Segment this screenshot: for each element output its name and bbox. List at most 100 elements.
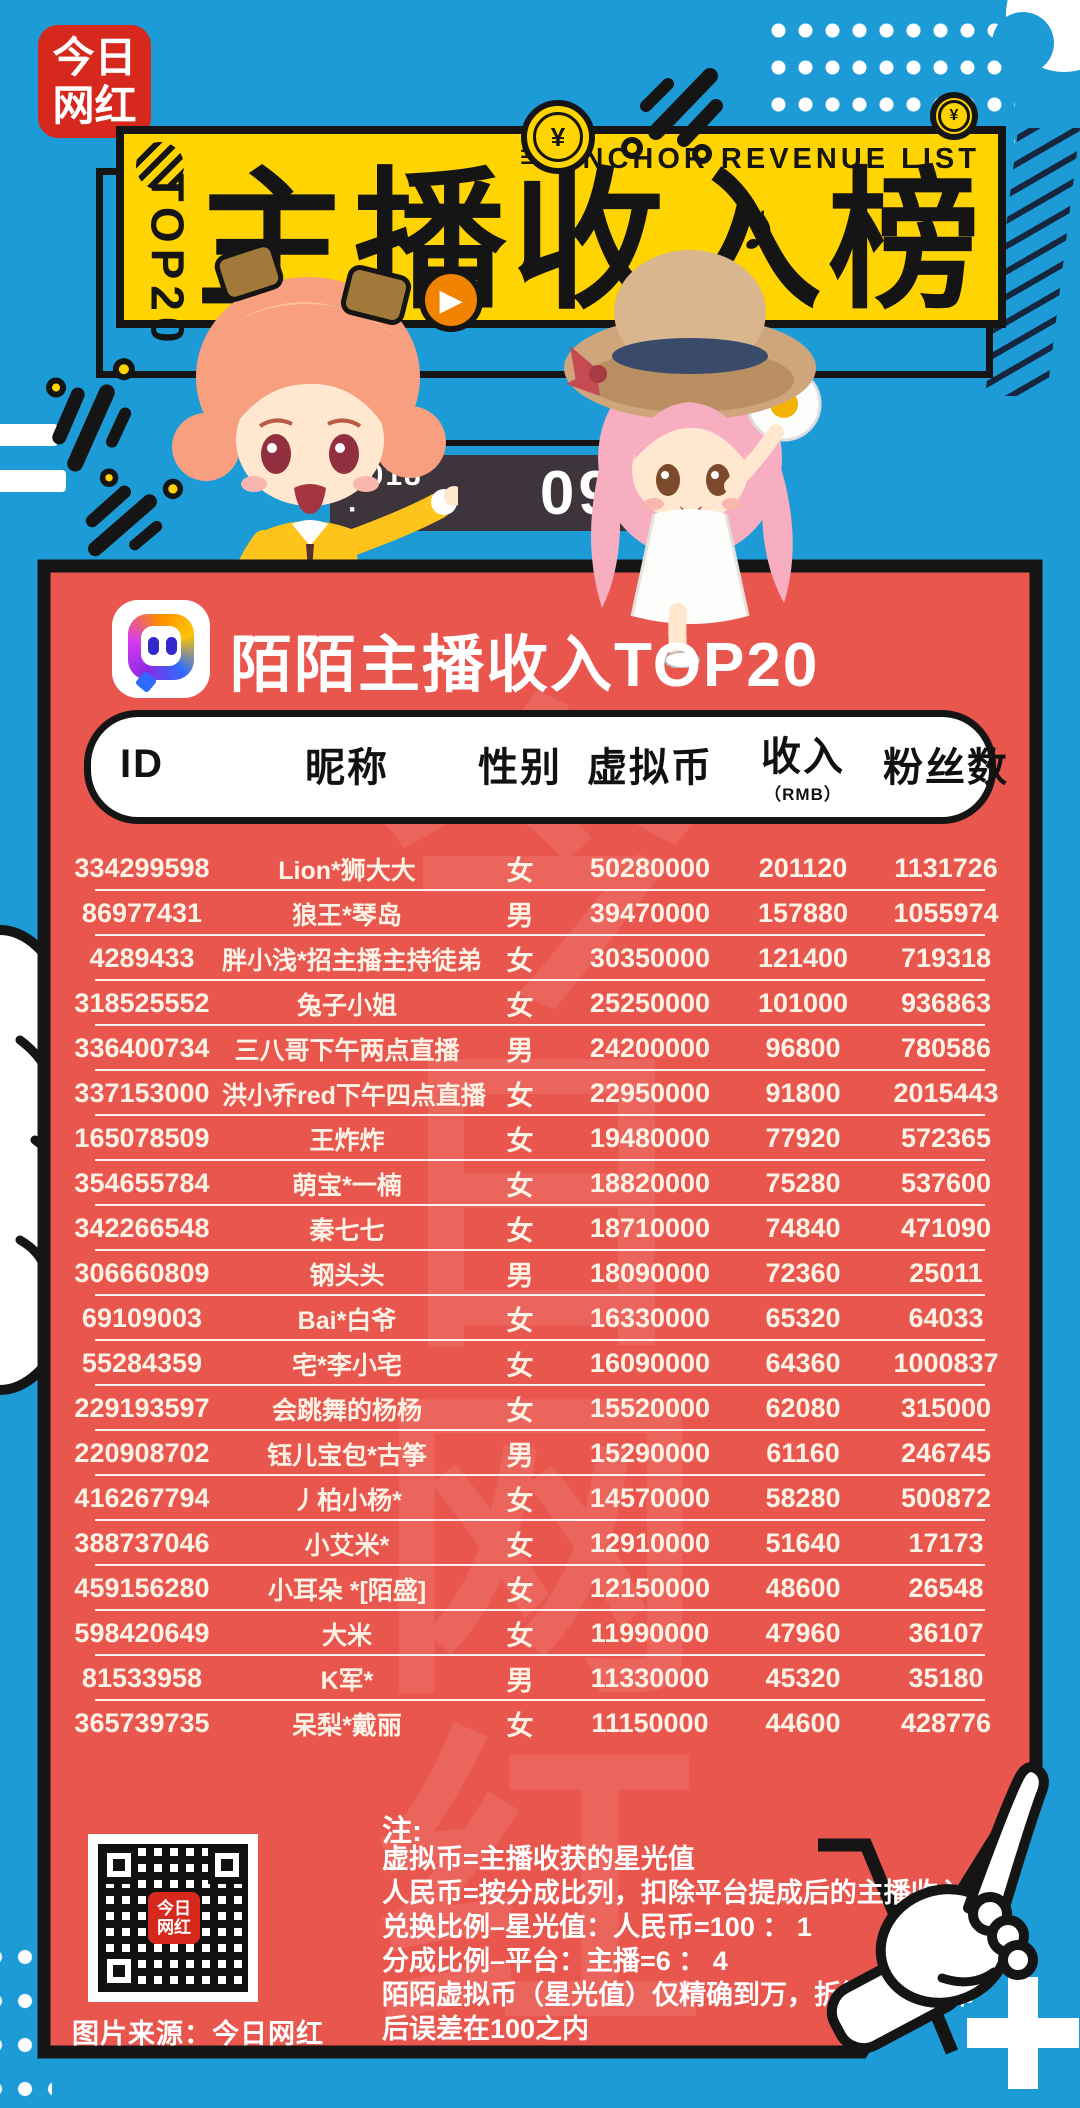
cell-income: 64360 [765, 1348, 841, 1378]
cell-income: 61160 [766, 1438, 840, 1468]
table-header-row: ID 昵称 性别 虚拟币 收入 （RMB） 粉丝数 [62, 722, 1018, 806]
cell-fans: 1000837 [893, 1348, 999, 1378]
cell-virtual-currency: 15290000 [589, 1438, 711, 1468]
cell-nickname: 宅*李小宅 [292, 1351, 402, 1380]
table-row: 165078509 王炸炸 女 19480000 77920 572365 [62, 1116, 1018, 1161]
cell-id: 318525552 [74, 988, 210, 1018]
brand-logo-line1: 今日 [52, 33, 137, 81]
cell-gender: 女 [506, 1531, 534, 1561]
pointing-hand-icon [826, 1762, 1049, 2054]
table-row: 354655784 萌宝*一楠 女 18820000 75280 537600 [62, 1161, 1018, 1206]
table-row: 55284359 宅*李小宅 女 16090000 64360 1000837 [62, 1341, 1018, 1386]
table-row: 337153000 洪小乔red下午四点直播 女 22950000 91800 … [62, 1071, 1018, 1116]
cell-virtual-currency: 16330000 [589, 1303, 711, 1333]
striped-circle-decor [136, 142, 184, 190]
cell-gender: 女 [506, 1576, 534, 1606]
table-row: 229193597 会跳舞的杨杨 女 15520000 62080 315000 [62, 1386, 1018, 1431]
cell-income: 72360 [765, 1258, 841, 1288]
cell-nickname: 钰儿宝包*古筝 [267, 1441, 427, 1470]
table-row: 86977431 狼王*琴岛 男 39470000 157880 1055974 [62, 891, 1018, 936]
cell-income: 91800 [765, 1078, 841, 1108]
crescent-decor-hole [992, 12, 1054, 74]
cell-fans: 936863 [900, 988, 992, 1018]
cell-gender: 女 [506, 1081, 534, 1111]
col-header-id: ID [120, 741, 164, 786]
cell-fans: 537600 [900, 1168, 992, 1198]
coin-icon: ¥ [521, 100, 595, 174]
table-row: 81533958 K军* 男 11330000 45320 35180 [62, 1656, 1018, 1701]
cell-gender: 女 [506, 1711, 534, 1741]
panel-title: 陌陌主播收入TOP20 [230, 631, 820, 700]
momo-app-icon [112, 600, 210, 698]
cell-nickname: 呆梨*戴丽 [292, 1711, 402, 1740]
note-line: 分成比例–平台：主播=6 ： 4 [382, 1946, 728, 1976]
cell-gender: 女 [506, 1351, 534, 1381]
cell-virtual-currency: 19480000 [589, 1123, 711, 1153]
cell-virtual-currency: 12150000 [589, 1573, 711, 1603]
cell-gender: 男 [506, 1441, 534, 1471]
cell-gender: 男 [506, 901, 534, 931]
cell-nickname: 萌宝*一楠 [292, 1171, 402, 1200]
cell-gender: 男 [506, 1036, 534, 1066]
cell-income: 157880 [757, 898, 849, 928]
cell-income: 75280 [765, 1168, 841, 1198]
cell-virtual-currency: 25250000 [589, 988, 711, 1018]
cell-id: 306660809 [74, 1258, 210, 1288]
cell-virtual-currency: 18090000 [589, 1258, 711, 1288]
cell-income: 101000 [757, 988, 849, 1018]
cell-virtual-currency: 11150000 [591, 1708, 709, 1738]
cell-id: 342266548 [74, 1213, 210, 1243]
cell-nickname: 胖小浅*招主播主持徒弟 [222, 946, 482, 975]
cell-income: 74840 [765, 1213, 841, 1243]
cell-nickname: 兔子小姐 [296, 991, 397, 1020]
cell-fans: 315000 [900, 1393, 992, 1423]
cell-fans: 36107 [908, 1618, 984, 1648]
brand-logo: 今日 网红 [38, 25, 151, 138]
table-row: 69109003 Bai*白爷 女 16330000 65320 64033 [62, 1296, 1018, 1341]
cell-id: 81533958 [81, 1663, 203, 1693]
cell-virtual-currency: 15520000 [589, 1393, 711, 1423]
cell-virtual-currency: 50280000 [589, 853, 711, 883]
cell-nickname: 三八哥下午两点直播 [234, 1036, 460, 1065]
anime-girl-right [564, 250, 822, 668]
cell-fans: 572365 [900, 1123, 992, 1153]
cell-gender: 女 [506, 1396, 534, 1426]
note-line: 虚拟币=主播收获的星光值 [382, 1844, 695, 1874]
cell-virtual-currency: 22950000 [589, 1078, 711, 1108]
cell-nickname: 狼王*琴岛 [292, 901, 402, 930]
cell-fans: 780586 [900, 1033, 992, 1063]
splash-decor [46, 358, 135, 472]
cell-gender: 女 [506, 991, 534, 1021]
cell-nickname: 大米 [321, 1621, 372, 1650]
cell-fans: 1055974 [893, 898, 999, 928]
cell-fans: 1131726 [894, 853, 998, 883]
cell-virtual-currency: 11330000 [590, 1663, 710, 1693]
cell-virtual-currency: 12910000 [589, 1528, 711, 1558]
col-header-fans: 粉丝数 [883, 746, 1009, 790]
cell-income: 47960 [765, 1618, 841, 1648]
table-row: 318525552 兔子小姐 女 25250000 101000 936863 [62, 981, 1018, 1026]
table-row: 336400734 三八哥下午两点直播 男 24200000 96800 780… [62, 1026, 1018, 1071]
cell-income: 96800 [765, 1033, 841, 1063]
momo-logo-glyph [128, 614, 194, 694]
cell-fans: 719318 [900, 943, 992, 973]
qr-code: 今日 网红 [88, 1834, 258, 2002]
brand-logo-line2: 网红 [52, 81, 137, 129]
table-row: 342266548 秦七七 女 18710000 74840 471090 [62, 1206, 1018, 1251]
play-icon: ▶ [419, 268, 483, 332]
cell-id: 229193597 [74, 1393, 210, 1423]
table-row: 416267794 丿柏小杨* 女 14570000 58280 500872 [62, 1476, 1018, 1521]
table-row: 365739735 呆梨*戴丽 女 11150000 44600 428776 [62, 1701, 1018, 1746]
plus-icon [1008, 1977, 1038, 2089]
cell-nickname: 小耳朵 *[陌盛] [267, 1576, 427, 1605]
splash-decor [85, 468, 184, 557]
coin-icon: ¥ [930, 92, 978, 140]
note-line: 兑换比例–星光值：人民币=100 ： 1 [382, 1912, 812, 1942]
cell-id: 165078509 [74, 1123, 210, 1153]
cell-virtual-currency: 39470000 [589, 898, 711, 928]
cell-virtual-currency: 18820000 [589, 1168, 711, 1198]
cell-nickname: 秦七七 [309, 1216, 385, 1245]
cell-gender: 女 [506, 1306, 534, 1336]
table-row: 220908702 钰儿宝包*古筝 男 15290000 61160 24674… [62, 1431, 1018, 1476]
cell-nickname: K军* [320, 1666, 374, 1695]
